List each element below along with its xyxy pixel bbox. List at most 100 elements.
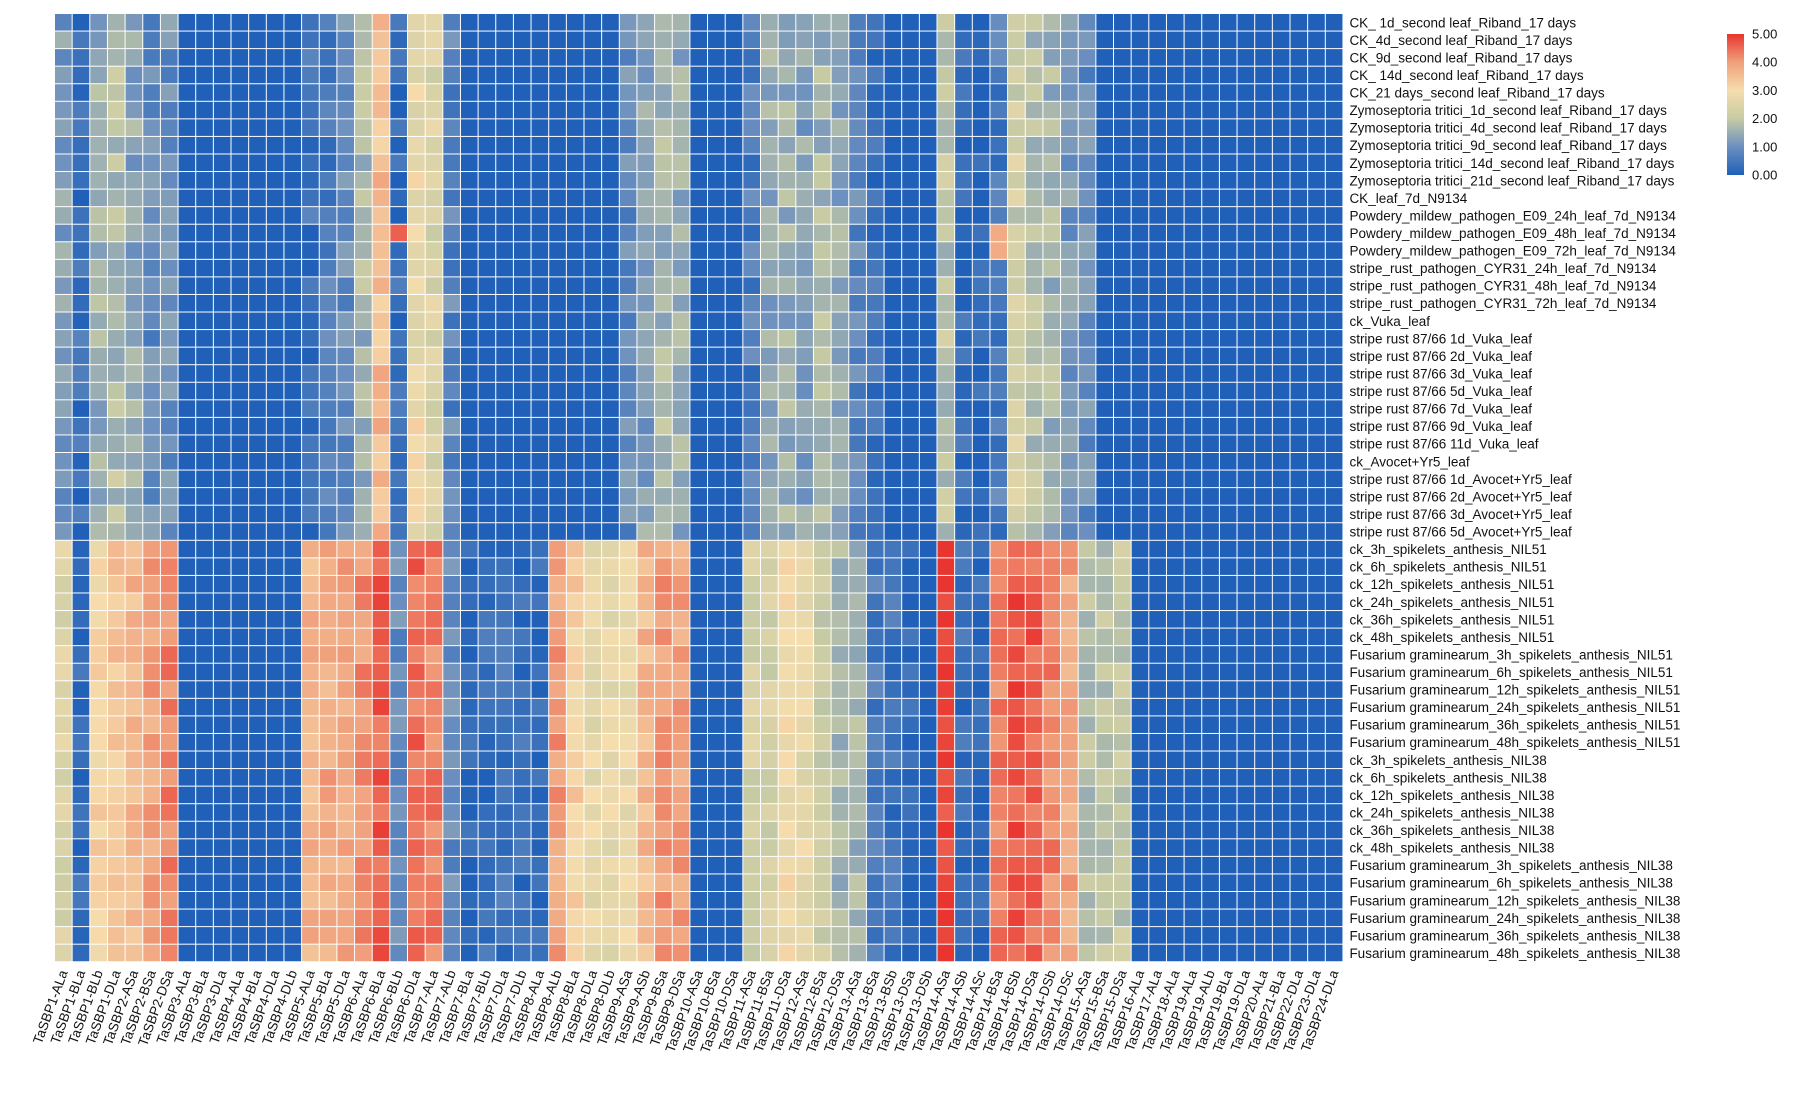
heatmap-cell (90, 312, 107, 330)
heatmap-cell (178, 14, 196, 31)
heatmap-cell (531, 312, 549, 330)
row-label: ck_3h_spikelets_anthesis_NIL51 (1349, 542, 1546, 557)
heatmap-cell (143, 14, 160, 31)
heatmap-cell (778, 698, 796, 716)
heatmap-cell (778, 751, 796, 769)
heatmap-cell (637, 575, 655, 593)
heatmap-cell (743, 874, 760, 891)
heatmap-cell (884, 786, 902, 804)
legend-tick-label: 4.00 (1752, 55, 1777, 70)
heatmap-cell (72, 435, 90, 452)
heatmap-cell (743, 400, 760, 417)
heatmap-cell (302, 821, 319, 839)
heatmap-cell (884, 347, 902, 365)
heatmap-cell (566, 84, 584, 101)
heatmap-cell (1272, 856, 1290, 874)
heatmap-cell (1202, 66, 1219, 84)
heatmap-cell (655, 470, 672, 488)
heatmap-cell (972, 909, 990, 927)
heatmap-cell (778, 575, 796, 593)
heatmap-cell (761, 593, 778, 611)
heatmap-cell (196, 488, 213, 505)
heatmap-cell (107, 154, 125, 172)
heatmap-cell (1166, 330, 1184, 347)
heatmap-cell (1043, 909, 1061, 927)
heatmap-cell (1202, 751, 1219, 769)
heatmap-cell (1202, 593, 1219, 611)
heatmap-cell (990, 312, 1008, 330)
heatmap-cell (1166, 681, 1184, 698)
heatmap-cell (566, 523, 584, 540)
heatmap-cell (1131, 189, 1149, 207)
heatmap-cell (531, 382, 549, 400)
heatmap-cell (1149, 312, 1166, 330)
heatmap-cell (302, 365, 319, 382)
heatmap-cell (266, 681, 284, 698)
heatmap-cell (619, 14, 637, 31)
heatmap-cell (1325, 312, 1343, 330)
heatmap-cell (1219, 136, 1237, 154)
heatmap-cell (531, 330, 549, 347)
heatmap-cell (390, 646, 407, 663)
heatmap-cell (1043, 716, 1061, 733)
heatmap-cell (443, 312, 460, 330)
heatmap-cell (1202, 14, 1219, 31)
heatmap-cell (884, 646, 902, 663)
heatmap-cell (1149, 681, 1166, 698)
heatmap-cell (831, 821, 849, 839)
heatmap-cell (72, 66, 90, 84)
heatmap-cell (478, 856, 496, 874)
heatmap-cell (919, 628, 937, 646)
heatmap-cell (708, 681, 725, 698)
heatmap-cell (1096, 382, 1113, 400)
heatmap-cell (196, 207, 213, 224)
heatmap-cell (743, 277, 760, 294)
heatmap-cell (672, 821, 690, 839)
heatmap-cell (55, 839, 72, 856)
heatmap-cell (160, 101, 178, 119)
heatmap-cell (972, 294, 990, 312)
heatmap-cell (1043, 14, 1061, 31)
heatmap-cell (1096, 417, 1113, 435)
heatmap-cell (937, 944, 955, 962)
heatmap-cell (637, 154, 655, 172)
heatmap-cell (355, 698, 372, 716)
heatmap-cell (355, 839, 372, 856)
heatmap-cell (937, 400, 955, 417)
heatmap-cell (55, 259, 72, 277)
heatmap-cell (1308, 470, 1325, 488)
heatmap-cell (813, 646, 831, 663)
heatmap-cell (919, 207, 937, 224)
heatmap-cell (531, 84, 549, 101)
heatmap-cell (284, 31, 302, 49)
heatmap-cell (160, 224, 178, 242)
heatmap-cell (619, 347, 637, 365)
heatmap-cell (478, 523, 496, 540)
heatmap-cell (390, 769, 407, 786)
heatmap-cell (1325, 294, 1343, 312)
heatmap-cell (1114, 892, 1131, 909)
heatmap-cell (637, 663, 655, 681)
heatmap-cell (637, 207, 655, 224)
heatmap-cell (1184, 224, 1202, 242)
heatmap-cell (796, 101, 813, 119)
heatmap-cell (531, 892, 549, 909)
heatmap-cell (1131, 488, 1149, 505)
heatmap-cell (1061, 839, 1078, 856)
heatmap-cell (919, 154, 937, 172)
heatmap-cell (619, 523, 637, 540)
heatmap-cell (284, 733, 302, 751)
heatmap-cell (337, 259, 355, 277)
heatmap-cell (1061, 716, 1078, 733)
heatmap-cell (990, 909, 1008, 927)
heatmap-cell (178, 488, 196, 505)
heatmap-cell (72, 944, 90, 962)
heatmap-cell (990, 927, 1008, 944)
heatmap-cell (584, 505, 602, 523)
heatmap-cell (990, 101, 1008, 119)
heatmap-cell (1008, 207, 1025, 224)
heatmap-cell (549, 330, 566, 347)
heatmap-cell (1166, 189, 1184, 207)
heatmap-cell (655, 769, 672, 786)
heatmap-cell (460, 435, 478, 452)
